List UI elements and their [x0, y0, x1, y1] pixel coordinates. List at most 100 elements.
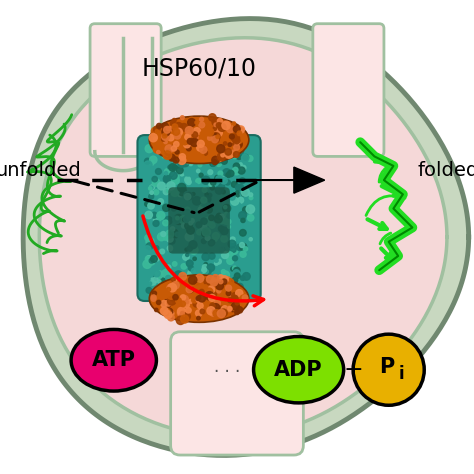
FancyBboxPatch shape [90, 24, 161, 156]
Circle shape [232, 138, 239, 146]
Circle shape [216, 135, 219, 138]
Circle shape [210, 309, 218, 316]
Circle shape [193, 257, 196, 261]
Circle shape [182, 223, 186, 228]
Circle shape [201, 176, 210, 184]
Circle shape [240, 251, 246, 257]
Circle shape [246, 205, 255, 213]
Circle shape [143, 177, 151, 185]
Circle shape [235, 140, 239, 145]
Circle shape [237, 307, 243, 313]
Circle shape [219, 247, 225, 253]
Circle shape [151, 127, 159, 136]
Circle shape [227, 257, 234, 264]
Circle shape [221, 279, 227, 284]
Circle shape [231, 309, 235, 312]
Circle shape [216, 213, 222, 219]
Circle shape [237, 244, 243, 250]
Circle shape [225, 149, 231, 155]
FancyBboxPatch shape [313, 24, 384, 156]
Circle shape [186, 254, 189, 256]
Circle shape [191, 297, 197, 303]
Circle shape [231, 302, 239, 310]
Circle shape [240, 276, 245, 281]
Circle shape [225, 155, 228, 158]
Circle shape [182, 218, 186, 221]
Circle shape [159, 151, 164, 156]
Circle shape [146, 288, 152, 293]
Circle shape [218, 306, 225, 313]
Circle shape [172, 278, 177, 283]
Circle shape [235, 301, 239, 305]
FancyBboxPatch shape [171, 332, 303, 455]
Circle shape [213, 252, 220, 259]
Text: +: + [343, 358, 363, 382]
Circle shape [224, 281, 232, 288]
Circle shape [213, 133, 217, 137]
Circle shape [200, 226, 205, 230]
Circle shape [207, 264, 215, 272]
Circle shape [148, 259, 155, 265]
Circle shape [181, 315, 189, 323]
Circle shape [180, 301, 185, 307]
Circle shape [148, 187, 152, 190]
Circle shape [149, 258, 154, 263]
Circle shape [246, 285, 254, 294]
Circle shape [191, 138, 199, 146]
Circle shape [239, 295, 248, 303]
Circle shape [208, 285, 216, 293]
Circle shape [190, 219, 194, 223]
Circle shape [189, 241, 197, 249]
Circle shape [238, 216, 242, 221]
Circle shape [202, 267, 207, 273]
Circle shape [155, 130, 158, 133]
Circle shape [165, 300, 171, 306]
Circle shape [153, 145, 162, 153]
Circle shape [234, 193, 239, 198]
Circle shape [193, 136, 198, 140]
Circle shape [164, 174, 173, 182]
Circle shape [212, 304, 220, 311]
Circle shape [203, 273, 206, 276]
Circle shape [164, 310, 170, 317]
Circle shape [237, 126, 245, 133]
Circle shape [212, 152, 217, 156]
Circle shape [170, 172, 177, 179]
Circle shape [214, 123, 218, 127]
Circle shape [224, 297, 228, 301]
Circle shape [235, 273, 240, 279]
Circle shape [156, 301, 161, 305]
Circle shape [163, 151, 172, 159]
Circle shape [220, 177, 227, 184]
Circle shape [208, 193, 212, 197]
Circle shape [249, 237, 252, 241]
Circle shape [180, 284, 185, 289]
Circle shape [225, 274, 229, 278]
Circle shape [154, 274, 161, 281]
Circle shape [210, 160, 216, 166]
Circle shape [169, 229, 178, 237]
Circle shape [166, 127, 171, 131]
Circle shape [160, 249, 164, 254]
Circle shape [249, 193, 253, 197]
Circle shape [233, 194, 236, 198]
Circle shape [191, 268, 198, 274]
Circle shape [213, 127, 217, 130]
Circle shape [234, 143, 237, 146]
Circle shape [189, 277, 194, 282]
Circle shape [223, 307, 229, 312]
Circle shape [154, 293, 159, 298]
Circle shape [206, 275, 214, 283]
Circle shape [217, 246, 224, 253]
Circle shape [174, 235, 177, 238]
Circle shape [181, 150, 186, 155]
Circle shape [225, 180, 230, 185]
Circle shape [170, 171, 173, 174]
Circle shape [243, 155, 248, 160]
Circle shape [143, 260, 151, 268]
Circle shape [176, 316, 185, 325]
Ellipse shape [254, 337, 344, 403]
Circle shape [227, 306, 232, 312]
Circle shape [230, 237, 236, 242]
Circle shape [159, 277, 166, 284]
